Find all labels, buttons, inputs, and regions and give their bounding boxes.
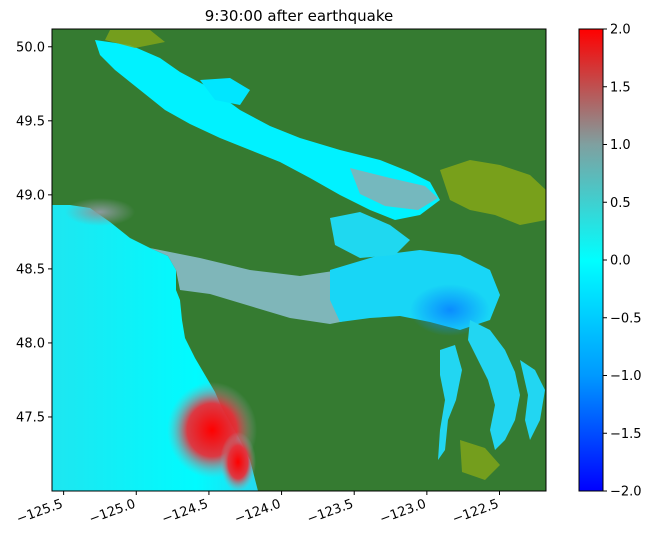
- x-tick-label: −123.0: [378, 497, 428, 528]
- shallow-area-southeast: [460, 440, 500, 480]
- colorbar-tick-label: 0.0: [610, 254, 631, 269]
- chart-title: 9:30:00 after earthquake: [205, 7, 393, 25]
- y-tick-label: 50.0: [16, 40, 45, 55]
- inlet-north: [200, 78, 250, 105]
- colorbar-tick-label: −0.5: [610, 311, 642, 326]
- x-tick-label: −122.5: [451, 497, 501, 528]
- colorbar-tick-label: −1.0: [610, 369, 642, 384]
- haro-strait: [330, 212, 410, 258]
- colorbar-tick-label: −1.5: [610, 427, 642, 442]
- plot-frame: [51, 28, 547, 492]
- colorbar-axis: −2.0 −1.5 −1.0 −0.5 0.0 0.5 1.0 1.5 2.0: [603, 23, 642, 500]
- x-tick-label: −125.0: [87, 497, 137, 528]
- strait-georgia-gray: [350, 168, 438, 210]
- gray-anomaly-west: [65, 198, 135, 226]
- hood-canal: [438, 345, 462, 460]
- y-tick-label: 47.5: [16, 410, 45, 425]
- x-tick-label: −124.0: [233, 497, 283, 528]
- colorbar-tick-label: 1.5: [610, 80, 631, 95]
- x-tick-label: −125.5: [15, 497, 65, 528]
- y-tick-label: 49.0: [16, 188, 45, 203]
- shallow-area-east: [440, 160, 546, 225]
- x-tick-label: −124.5: [160, 497, 210, 528]
- y-tick-label: 48.0: [16, 336, 45, 351]
- y-axis: 47.5 48.0 48.5 49.0 49.5 50.0: [16, 40, 52, 425]
- y-tick-label: 48.5: [16, 262, 45, 277]
- x-tick-label: −123.5: [305, 497, 355, 528]
- colorbar-tick-label: −2.0: [610, 485, 642, 500]
- colorbar: [578, 28, 604, 492]
- puget-sound-east: [520, 360, 545, 440]
- puget-sound: [468, 320, 520, 450]
- colorbar-tick-label: 0.5: [610, 196, 631, 211]
- colorbar-tick-label: 1.0: [610, 138, 631, 153]
- shallow-area-north: [105, 30, 165, 48]
- colorbar-tick-label: 2.0: [610, 23, 631, 38]
- red-anomaly-coast: [220, 432, 256, 491]
- heatmap-area: [52, 29, 546, 491]
- y-tick-label: 49.5: [16, 114, 45, 129]
- strait-juan-de-fuca: [150, 248, 385, 324]
- x-axis: −125.5 −125.0 −124.5 −124.0 −123.5 −123.0 −122…: [15, 491, 501, 527]
